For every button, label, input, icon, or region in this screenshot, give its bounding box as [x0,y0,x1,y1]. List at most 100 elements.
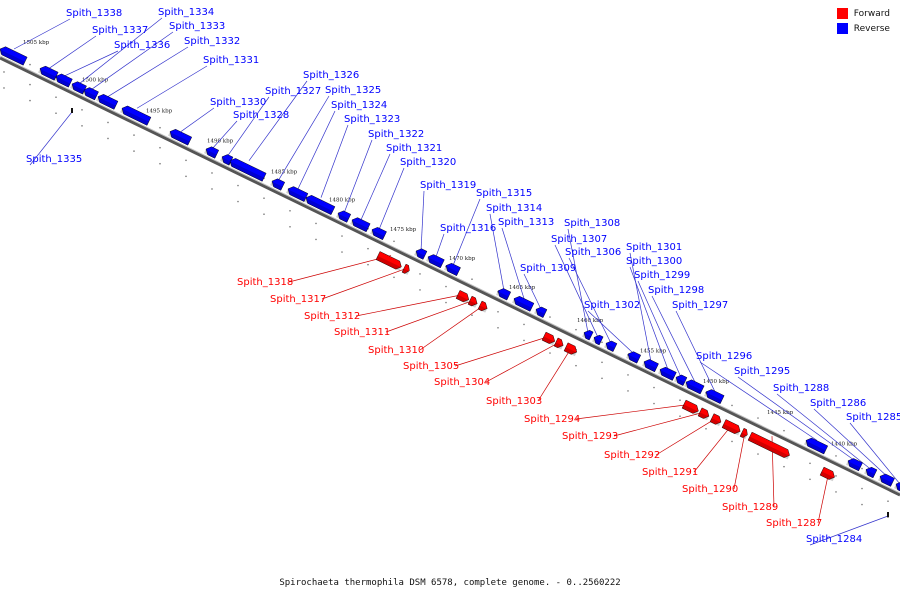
gene-arrow-spith-1333[interactable] [82,86,99,101]
gene-label-spith-1284[interactable]: Spith_1284 [806,534,862,545]
gene-arrow-spith-1312[interactable] [455,290,471,304]
gene-arrow-spith-1285[interactable] [894,480,900,492]
gene-arrow-spith-1328[interactable] [204,145,220,159]
gene-label-spith-1308[interactable]: Spith_1308 [564,218,620,229]
gene-label-spith-1313[interactable]: Spith_1313 [498,217,554,228]
gene-arrow-spith-1315[interactable] [444,262,461,276]
gene-label-spith-1287[interactable]: Spith_1287 [766,518,822,529]
gene-arrow-spith-1297[interactable] [704,388,725,404]
gene-arrow-spith-1314[interactable] [496,287,512,301]
gene-label-spith-1301[interactable]: Spith_1301 [626,242,682,253]
gene-arrow-spith-1322[interactable] [336,209,352,223]
gene-label-spith-1285[interactable]: Spith_1285 [846,412,900,423]
gene-arrow-spith-1293[interactable] [697,407,711,421]
gene-label-spith-1294[interactable]: Spith_1294 [524,414,580,425]
gene-label-spith-1325[interactable]: Spith_1325 [325,85,381,96]
gene-arrow-spith-1330[interactable] [168,127,193,146]
gene-label-spith-1304[interactable]: Spith_1304 [434,377,490,388]
gene-label-spith-1303[interactable]: Spith_1303 [486,396,542,407]
gene-arrow-spith-1313[interactable] [512,295,535,312]
gene-arrow-spith-1298[interactable] [684,378,705,395]
gene-label-spith-1307[interactable]: Spith_1307 [551,234,607,245]
gene-label-spith-1338[interactable]: Spith_1338 [66,8,122,19]
gene-label-spith-1305[interactable]: Spith_1305 [403,361,459,372]
gene-label-spith-1289[interactable]: Spith_1289 [722,502,778,513]
gene-label-spith-1335[interactable]: Spith_1335 [26,154,82,165]
gene-label-spith-1315[interactable]: Spith_1315 [476,188,532,199]
gene-label-spith-1332[interactable]: Spith_1332 [184,36,240,47]
gene-arrow-spith-1308[interactable] [582,329,594,341]
gene-label-spith-1316[interactable]: Spith_1316 [440,223,496,234]
gene-arrow-spith-1331[interactable] [120,104,152,126]
gene-arrow-spith-1291[interactable] [721,419,742,436]
gene-label-spith-1306[interactable]: Spith_1306 [565,247,621,258]
gene-arrow-spith-1311[interactable] [467,295,479,308]
gene-arrow-spith-1296[interactable] [804,436,829,455]
gene-label-spith-1312[interactable]: Spith_1312 [304,311,360,322]
gene-arrow-spith-1299[interactable] [674,373,688,386]
gene-label-spith-1286[interactable]: Spith_1286 [810,398,866,409]
gene-label-spith-1300[interactable]: Spith_1300 [626,256,682,267]
gene-label-spith-1293[interactable]: Spith_1293 [562,431,618,442]
gene-label-spith-1319[interactable]: Spith_1319 [420,180,476,191]
gene-arrow-spith-1321[interactable] [350,216,371,233]
gene-arrow-spith-1323[interactable] [304,194,336,215]
gene-label-spith-1296[interactable]: Spith_1296 [696,351,752,362]
gene-label-spith-1323[interactable]: Spith_1323 [344,114,400,125]
gene-label-spith-1322[interactable]: Spith_1322 [368,129,424,140]
gene-label-spith-1326[interactable]: Spith_1326 [303,70,359,81]
gene-arrow-spith-1294[interactable] [681,399,700,416]
gene-label-spith-1314[interactable]: Spith_1314 [486,203,542,214]
gene-label-spith-1330[interactable]: Spith_1330 [210,97,266,108]
gene-arrow-spith-1326[interactable] [228,157,267,182]
gene-label-spith-1295[interactable]: Spith_1295 [734,366,790,377]
gene-arrow-spith-1309[interactable] [534,305,548,318]
gene-label-spith-1290[interactable]: Spith_1290 [682,484,738,495]
gene-arrow-spith-1305[interactable] [541,331,557,346]
gene-label-spith-1320[interactable]: Spith_1320 [400,157,456,168]
gene-arrow-spith-1303[interactable] [563,342,579,357]
gene-arrow-spith-1302[interactable] [626,350,642,364]
gene-arrow-spith-1337[interactable] [38,64,59,81]
gene-arrow-spith-1300[interactable] [658,365,677,381]
gene-arrow-spith-1304[interactable] [553,337,565,350]
gene-arrow-spith-1319[interactable] [414,247,428,260]
gene-label-spith-1337[interactable]: Spith_1337 [92,25,148,36]
gene-label-spith-1334[interactable]: Spith_1334 [158,7,214,18]
gene-label-spith-1311[interactable]: Spith_1311 [334,327,390,338]
gene-label-spith-1324[interactable]: Spith_1324 [331,100,387,111]
gene-label-spith-1297[interactable]: Spith_1297 [672,300,728,311]
gene-arrow-spith-1320[interactable] [370,226,387,241]
gene-arrow-spith-1295[interactable] [846,457,863,472]
gene-arrow-spith-1287[interactable] [819,466,837,482]
gene-label-spith-1302[interactable]: Spith_1302 [584,300,640,311]
gene-label-spith-1292[interactable]: Spith_1292 [604,450,660,461]
gene-arrow-spith-1317[interactable] [401,263,411,275]
gene-arrow-spith-1318[interactable] [375,251,403,271]
gene-arrow-spith-1301[interactable] [642,358,659,373]
gene-arrow-spith-1324[interactable] [286,185,309,202]
gene-arrow-spith-1288[interactable] [864,465,878,479]
gene-arrow-spith-1334[interactable] [70,80,87,95]
gene-arrow-spith-1290[interactable] [739,427,749,439]
gene-arrow-spith-1310[interactable] [477,300,489,313]
gene-label-spith-1333[interactable]: Spith_1333 [169,21,225,32]
gene-arrow-spith-1292[interactable] [709,413,723,427]
gene-arrow-spith-1306[interactable] [604,339,618,352]
gene-label-spith-1299[interactable]: Spith_1299 [634,270,690,281]
gene-arrow-spith-1338[interactable] [0,45,28,66]
gene-label-spith-1298[interactable]: Spith_1298 [648,285,704,296]
gene-arrow-spith-1327[interactable] [220,153,234,166]
gene-label-spith-1309[interactable]: Spith_1309 [520,263,576,274]
gene-label-spith-1317[interactable]: Spith_1317 [270,294,326,305]
gene-label-spith-1318[interactable]: Spith_1318 [237,277,293,288]
gene-arrow-spith-1289[interactable] [747,431,792,460]
gene-arrow-spith-1316[interactable] [426,253,445,269]
gene-label-spith-1291[interactable]: Spith_1291 [642,467,698,478]
gene-arrow-spith-1307[interactable] [592,333,604,346]
gene-label-spith-1336[interactable]: Spith_1336 [114,40,170,51]
gene-label-spith-1321[interactable]: Spith_1321 [386,143,442,154]
gene-arrow-spith-1325[interactable] [270,177,286,191]
gene-arrow-spith-1332[interactable] [96,93,119,110]
gene-label-spith-1288[interactable]: Spith_1288 [773,383,829,394]
